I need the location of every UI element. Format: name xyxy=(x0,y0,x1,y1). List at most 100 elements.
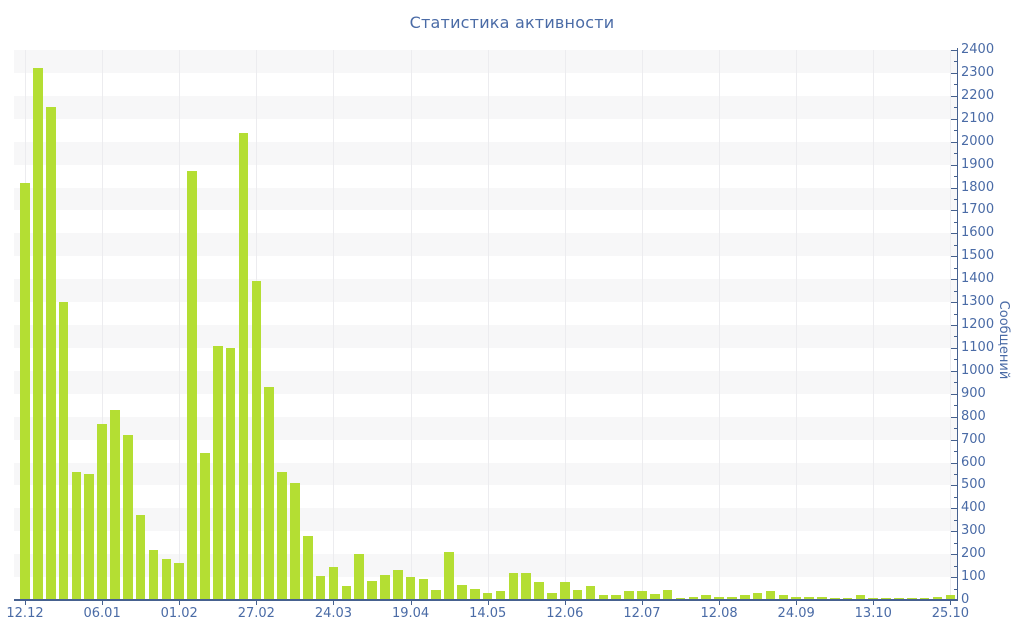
vertical-gridline xyxy=(179,50,181,600)
y-axis-label: 2000 xyxy=(961,133,995,149)
bar xyxy=(778,595,789,600)
y-tick-mark xyxy=(954,336,957,338)
y-tick-mark xyxy=(951,95,957,97)
bar xyxy=(148,549,159,600)
bar xyxy=(945,595,956,600)
background-band xyxy=(14,416,957,440)
bar xyxy=(380,574,390,600)
y-tick-mark xyxy=(951,531,957,533)
background-band xyxy=(14,508,957,532)
bar xyxy=(20,182,30,600)
y-tick-mark xyxy=(951,141,957,143)
bar xyxy=(457,585,467,600)
vertical-gridline xyxy=(796,50,798,600)
y-tick-mark xyxy=(954,176,957,178)
y-tick-mark xyxy=(954,359,957,361)
background-band xyxy=(14,72,957,96)
y-axis-label: 100 xyxy=(961,569,986,585)
background-band xyxy=(14,370,957,394)
x-axis-label: 13.10 xyxy=(854,606,892,621)
background-band xyxy=(14,164,957,188)
bar xyxy=(585,586,596,600)
y-tick-mark xyxy=(951,554,957,556)
background-band xyxy=(14,210,957,234)
x-tick-mark xyxy=(564,601,566,605)
x-axis-line xyxy=(14,599,958,601)
bar xyxy=(392,570,403,600)
bar xyxy=(907,597,917,600)
x-axis-label: 24.03 xyxy=(314,606,353,621)
background-band xyxy=(14,95,957,119)
y-tick-mark xyxy=(954,198,957,200)
y-tick-mark xyxy=(951,439,957,441)
background-band xyxy=(14,393,957,417)
bar xyxy=(405,577,416,600)
x-axis-label: 14.05 xyxy=(469,606,507,621)
bar xyxy=(739,594,750,600)
bar xyxy=(804,596,814,600)
y-axis-label: 1200 xyxy=(961,317,995,332)
bar xyxy=(534,581,544,600)
y-tick-mark xyxy=(954,107,957,109)
y-tick-mark xyxy=(954,382,957,384)
x-tick-mark xyxy=(333,601,335,605)
bar xyxy=(829,597,840,600)
bar xyxy=(598,595,609,600)
y-tick-mark xyxy=(951,393,957,395)
y-tick-mark xyxy=(951,164,957,166)
bar xyxy=(932,596,943,600)
bar xyxy=(58,302,69,600)
y-tick-mark xyxy=(954,221,957,223)
y-tick-mark xyxy=(954,565,957,567)
bar xyxy=(354,554,364,600)
background-band xyxy=(14,485,957,509)
x-tick-mark xyxy=(256,601,258,605)
y-tick-mark xyxy=(951,233,957,235)
y-axis-label: 500 xyxy=(961,477,986,493)
bar xyxy=(431,589,442,600)
background-band xyxy=(14,462,957,486)
bar xyxy=(572,589,583,600)
chart-title: Статистика активности xyxy=(409,13,615,32)
x-tick-mark xyxy=(796,601,798,605)
bar xyxy=(611,595,622,600)
y-tick-mark xyxy=(954,428,957,430)
y-tick-mark xyxy=(951,118,957,120)
bar xyxy=(123,435,133,600)
y-tick-mark xyxy=(954,153,957,155)
x-axis-label: 06.01 xyxy=(83,606,121,621)
bar xyxy=(662,589,673,600)
y-tick-mark xyxy=(951,325,957,326)
y-tick-mark xyxy=(954,542,957,544)
background-band xyxy=(14,554,957,578)
background-band xyxy=(14,325,957,348)
vertical-gridline xyxy=(719,50,721,600)
background-band xyxy=(14,256,957,280)
bar xyxy=(97,423,107,600)
bar xyxy=(727,597,737,600)
background-band xyxy=(14,187,957,211)
y-tick-mark xyxy=(951,50,957,51)
bar xyxy=(649,594,660,600)
bar xyxy=(341,586,352,600)
bar xyxy=(508,572,519,600)
y-axis-label: 1400 xyxy=(961,271,995,287)
x-tick-mark xyxy=(25,601,26,605)
y-tick-mark xyxy=(954,451,957,453)
bar xyxy=(45,107,56,600)
bar xyxy=(225,347,236,600)
bar xyxy=(444,551,454,600)
background-band xyxy=(14,347,957,371)
bar xyxy=(328,566,339,600)
x-tick-mark xyxy=(641,601,643,605)
bar xyxy=(238,132,249,600)
bar xyxy=(752,592,763,600)
background-band xyxy=(14,577,957,600)
background-band xyxy=(14,302,957,325)
x-axis-label: 01.02 xyxy=(160,606,198,621)
y-tick-mark xyxy=(951,370,957,372)
bar xyxy=(624,590,634,600)
bar xyxy=(290,483,300,600)
x-axis-label: 27.02 xyxy=(237,606,275,621)
bar xyxy=(110,409,120,600)
